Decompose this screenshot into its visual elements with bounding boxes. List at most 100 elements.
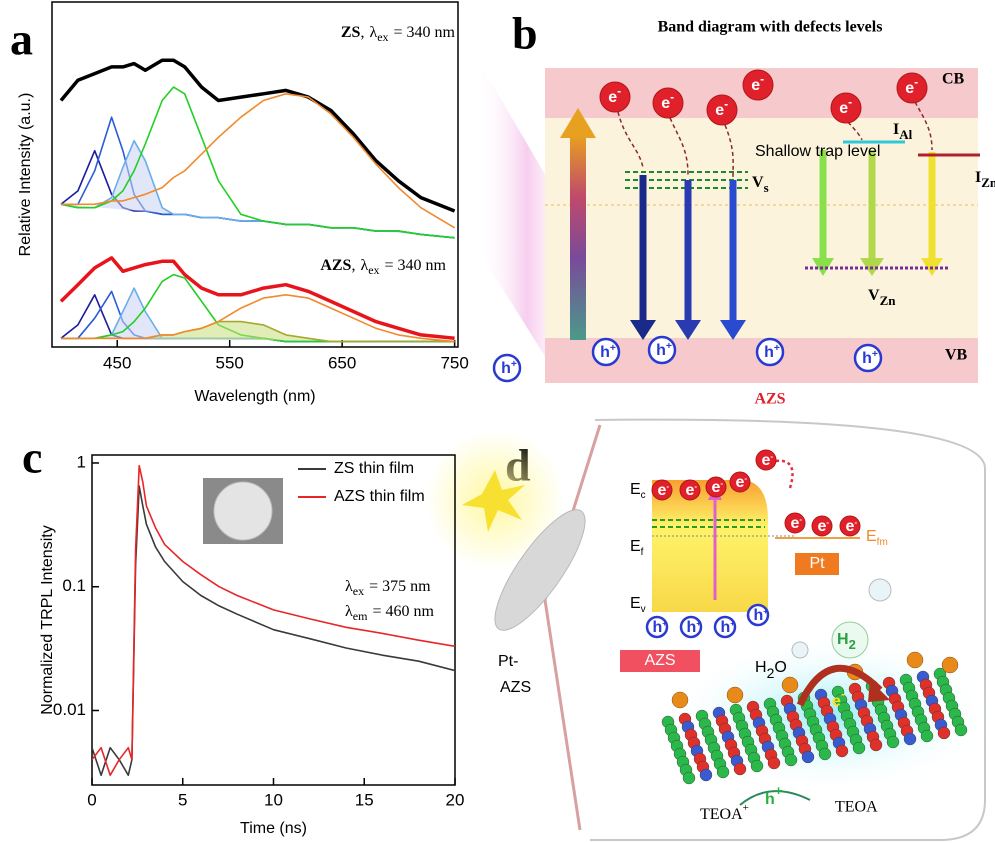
component-fill [61, 140, 455, 238]
catalyst-label: Pt- [498, 653, 518, 670]
subscript: Zn [880, 293, 897, 308]
level-label: IZn [975, 169, 995, 190]
symbol: h [721, 619, 731, 636]
excitation-arrow [570, 135, 586, 340]
hole-label: h+ [765, 783, 783, 808]
symbol: e [658, 482, 667, 499]
band-label: VB [945, 347, 968, 364]
superscript: - [826, 518, 829, 527]
azs-box [620, 650, 700, 672]
hole-label: h+ [653, 619, 668, 636]
atom [937, 726, 951, 740]
band-label: CB [942, 71, 965, 88]
capture-paths [617, 101, 933, 179]
atom [750, 759, 764, 773]
atom [801, 750, 815, 764]
electron [755, 449, 777, 471]
atom [835, 744, 849, 758]
superscript: + [763, 607, 768, 616]
symbol: e [832, 693, 841, 710]
superscript: + [610, 343, 616, 354]
electron-label: e- [661, 90, 674, 112]
pt-atom [726, 686, 744, 704]
symbol: e [712, 479, 721, 496]
electron-label: e- [905, 75, 918, 97]
annotation: λex = 375 nm [345, 578, 431, 598]
atom [920, 729, 934, 743]
sun [462, 470, 525, 532]
level-label: VZn [868, 287, 896, 308]
electron-label: e- [736, 474, 748, 491]
subscript: 2 [767, 665, 775, 681]
line [92, 485, 455, 776]
symbol: e [791, 515, 800, 532]
symbol: H [837, 631, 849, 648]
electron [679, 479, 701, 501]
symbol: e [905, 80, 914, 97]
y-tick-label: 0.1 [62, 576, 86, 595]
hole [679, 615, 703, 639]
electron [830, 92, 862, 124]
atom [699, 768, 713, 782]
electron-label: e- [751, 72, 764, 94]
arrow-heads [630, 258, 943, 340]
level-label: Ec [630, 481, 646, 500]
line [61, 294, 455, 343]
superscript: - [770, 452, 773, 461]
symbol: O [774, 659, 786, 676]
electron-label: e- [712, 479, 724, 496]
electron [652, 87, 684, 119]
x-tick-label: 15 [355, 790, 374, 809]
x-tick-label: 10 [264, 790, 283, 809]
superscript: - [666, 482, 669, 491]
arrow-head [560, 108, 596, 138]
semiconductor [652, 480, 768, 612]
subscript: ex [353, 584, 364, 598]
x-tick-label: 750 [440, 353, 468, 372]
superscript: - [670, 90, 674, 104]
annotation: AZS, λex = 340 nm [320, 257, 446, 277]
subscript: v [641, 604, 646, 615]
superscript: - [760, 72, 764, 86]
symbol: h [687, 619, 697, 636]
pt-atom [941, 656, 959, 674]
annotation-text: = 340 nm [385, 257, 447, 274]
level-label: IAl [893, 121, 913, 142]
recombination-arrows [639, 150, 936, 325]
material-label: AZS [754, 391, 785, 408]
x-tick-label: 450 [103, 353, 131, 372]
panel-letter: b [512, 8, 538, 59]
plot-area [59, 58, 456, 343]
hole [713, 615, 737, 639]
symbol: h [862, 350, 872, 367]
band-gap [545, 118, 978, 338]
electron-label: e- [715, 97, 728, 119]
hole [492, 353, 522, 383]
hole [591, 337, 621, 367]
bubble [868, 578, 892, 602]
x-axis-label: Time (ns) [240, 820, 307, 837]
symbol: V [868, 287, 880, 304]
light-beam [478, 60, 560, 380]
hole [647, 335, 677, 365]
symbol: e [818, 518, 827, 535]
symbol: e [839, 100, 848, 117]
atom [886, 735, 900, 749]
x-axis-label: Wavelength (nm) [194, 388, 315, 405]
annotation-text: = 340 nm [394, 24, 456, 41]
symbol: h [600, 344, 610, 361]
symbol: e [661, 95, 670, 112]
lattice [661, 651, 968, 785]
hole [755, 337, 785, 367]
catalyst-label: AZS [500, 679, 531, 696]
subscript: c [641, 490, 646, 501]
superscript: - [617, 84, 621, 98]
electron-label: e- [818, 518, 830, 535]
symbol: e [736, 474, 745, 491]
legend-label: ZS thin film [334, 460, 414, 477]
symbol: E [630, 538, 641, 555]
pt-atom [781, 676, 799, 694]
pt-atom [671, 691, 689, 709]
molecule-label: TEOA+ [700, 802, 749, 823]
subscript: f [641, 547, 644, 558]
